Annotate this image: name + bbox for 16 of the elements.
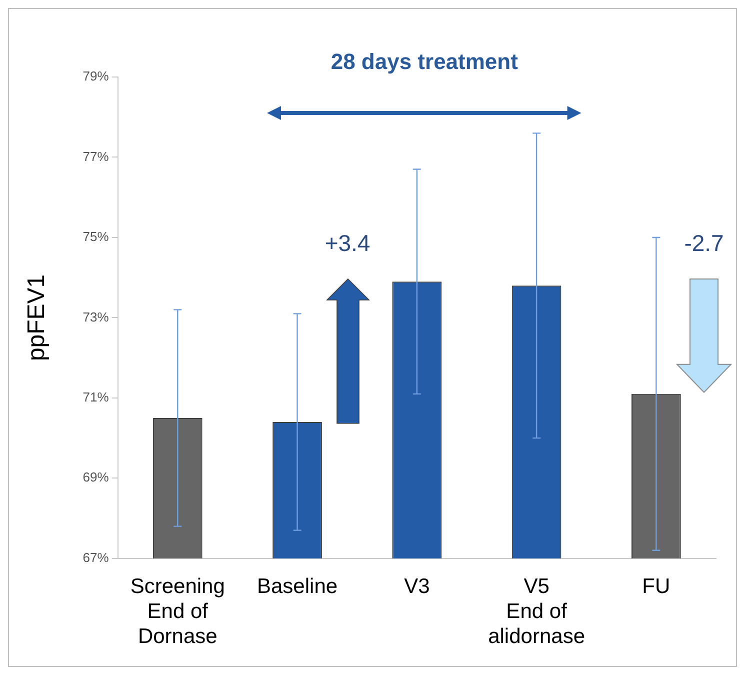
annotation: +3.4 [324,230,372,257]
text: 28 days treatment [330,49,519,75]
y-tick-label: 77% [82,148,110,164]
x-tick-label: Screening End of Dornase [130,574,225,648]
x-tick-label: V3 [404,574,430,598]
y-tick-label: 67% [82,550,110,565]
y-tick-label: 75% [82,229,110,244]
x-tick-label: FU [642,574,670,598]
x-tick-label: V5 End of alidornase [488,574,585,648]
annotation: -2.7 [683,230,725,257]
y-axis-title: ppFEV1 [23,274,50,362]
x-tick-label: Baseline [256,574,338,598]
y-tick-label: 69% [82,470,110,485]
y-tick-label: 71% [82,390,110,405]
y-tick-label: 79% [82,68,110,84]
y-tick-label: 73% [82,309,110,324]
